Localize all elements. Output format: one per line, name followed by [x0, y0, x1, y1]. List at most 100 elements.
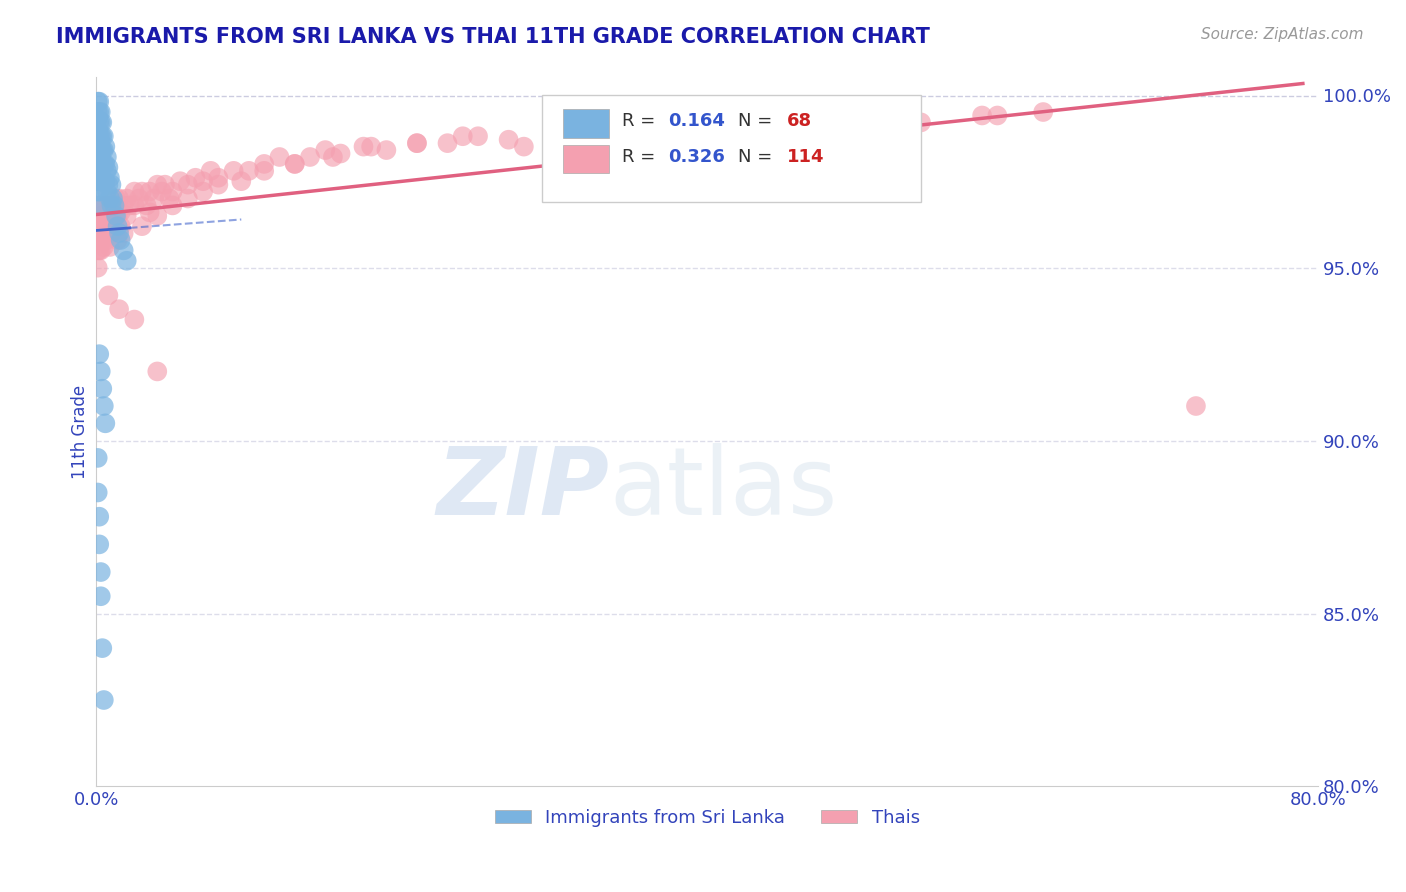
Point: [118, 198, 141, 212]
Point: [86, 450, 108, 465]
Point: [90, 589, 112, 603]
Point: [86, 164, 108, 178]
Point: [93, 226, 115, 240]
Point: [284, 157, 307, 171]
Point: [91, 219, 114, 234]
Point: [375, 143, 398, 157]
Point: [89, 95, 111, 109]
Point: [93, 209, 115, 223]
Point: [207, 178, 229, 192]
Point: [105, 209, 128, 223]
Point: [90, 129, 112, 144]
Point: [1032, 105, 1054, 120]
Point: [97, 178, 120, 192]
Text: ZIP: ZIP: [436, 442, 609, 534]
Point: [124, 198, 146, 212]
Point: [96, 164, 118, 178]
Point: [97, 288, 120, 302]
Point: [436, 136, 458, 150]
Point: [1185, 399, 1208, 413]
Point: [100, 226, 122, 240]
Point: [93, 240, 115, 254]
Point: [207, 170, 229, 185]
Point: [636, 122, 658, 136]
Point: [96, 233, 118, 247]
Point: [98, 192, 121, 206]
Point: [93, 129, 115, 144]
Point: [91, 157, 114, 171]
Point: [110, 205, 132, 219]
FancyBboxPatch shape: [543, 95, 921, 202]
Point: [100, 178, 122, 192]
Text: atlas: atlas: [609, 442, 838, 534]
Point: [103, 198, 125, 212]
Point: [89, 150, 111, 164]
Point: [86, 122, 108, 136]
Point: [110, 219, 132, 234]
Point: [177, 192, 200, 206]
Point: [93, 174, 115, 188]
Point: [146, 209, 169, 223]
Point: [269, 150, 291, 164]
Point: [314, 143, 336, 157]
Point: [727, 122, 749, 136]
Point: [89, 509, 111, 524]
Point: [879, 122, 901, 136]
Point: [94, 139, 117, 153]
Point: [138, 205, 160, 219]
Point: [108, 192, 131, 206]
Point: [169, 174, 191, 188]
Point: [98, 240, 121, 254]
Point: [153, 178, 176, 192]
Point: [115, 209, 138, 223]
Point: [96, 185, 118, 199]
Point: [112, 226, 135, 240]
Point: [124, 312, 146, 326]
Point: [90, 164, 112, 178]
Point: [131, 219, 153, 234]
Point: [643, 122, 665, 136]
Point: [86, 485, 108, 500]
Point: [89, 139, 111, 153]
Point: [231, 174, 253, 188]
Point: [112, 244, 135, 258]
Point: [96, 198, 118, 212]
Legend: Immigrants from Sri Lanka, Thais: Immigrants from Sri Lanka, Thais: [488, 802, 927, 834]
Point: [89, 174, 111, 188]
Text: IMMIGRANTS FROM SRI LANKA VS THAI 11TH GRADE CORRELATION CHART: IMMIGRANTS FROM SRI LANKA VS THAI 11TH G…: [56, 27, 931, 46]
Point: [131, 185, 153, 199]
Point: [711, 129, 734, 144]
Point: [115, 192, 138, 206]
Point: [97, 226, 120, 240]
Point: [107, 209, 129, 223]
Point: [108, 226, 131, 240]
Point: [191, 185, 214, 199]
Point: [89, 198, 111, 212]
Point: [90, 233, 112, 247]
Point: [100, 198, 122, 212]
Point: [184, 170, 207, 185]
Point: [863, 108, 886, 122]
Point: [146, 178, 169, 192]
Point: [90, 226, 112, 240]
Point: [238, 164, 260, 178]
Point: [91, 382, 114, 396]
Point: [89, 537, 111, 551]
Point: [128, 192, 150, 206]
Point: [89, 198, 111, 212]
Point: [353, 139, 375, 153]
Text: 114: 114: [786, 148, 824, 166]
Point: [90, 139, 112, 153]
Point: [162, 185, 184, 199]
Point: [103, 198, 125, 212]
Point: [97, 205, 120, 219]
Point: [90, 105, 112, 120]
Text: 0.164: 0.164: [668, 112, 725, 130]
Point: [90, 115, 112, 129]
Point: [135, 198, 157, 212]
Point: [772, 115, 794, 129]
Point: [329, 146, 352, 161]
Point: [93, 399, 115, 413]
Point: [90, 209, 112, 223]
Point: [100, 219, 122, 234]
